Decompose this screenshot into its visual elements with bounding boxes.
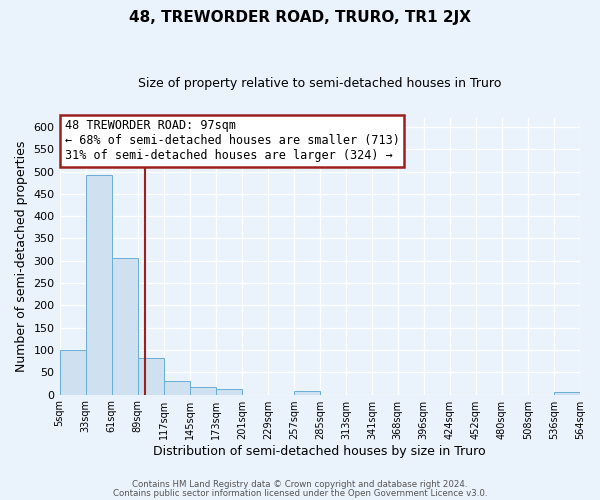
Bar	[138, 358, 164, 394]
Bar	[554, 392, 580, 394]
Text: 48 TREWORDER ROAD: 97sqm
← 68% of semi-detached houses are smaller (713)
31% of : 48 TREWORDER ROAD: 97sqm ← 68% of semi-d…	[65, 120, 400, 162]
Bar	[190, 388, 216, 394]
Text: Contains HM Land Registry data © Crown copyright and database right 2024.: Contains HM Land Registry data © Crown c…	[132, 480, 468, 489]
Bar	[294, 392, 320, 394]
Bar	[216, 389, 242, 394]
Text: 48, TREWORDER ROAD, TRURO, TR1 2JX: 48, TREWORDER ROAD, TRURO, TR1 2JX	[129, 10, 471, 25]
Bar	[164, 381, 190, 394]
Title: Size of property relative to semi-detached houses in Truro: Size of property relative to semi-detach…	[138, 78, 502, 90]
Bar	[112, 258, 138, 394]
Bar	[59, 350, 86, 395]
Y-axis label: Number of semi-detached properties: Number of semi-detached properties	[15, 140, 28, 372]
Bar	[86, 174, 112, 394]
X-axis label: Distribution of semi-detached houses by size in Truro: Distribution of semi-detached houses by …	[154, 444, 486, 458]
Text: Contains public sector information licensed under the Open Government Licence v3: Contains public sector information licen…	[113, 489, 487, 498]
